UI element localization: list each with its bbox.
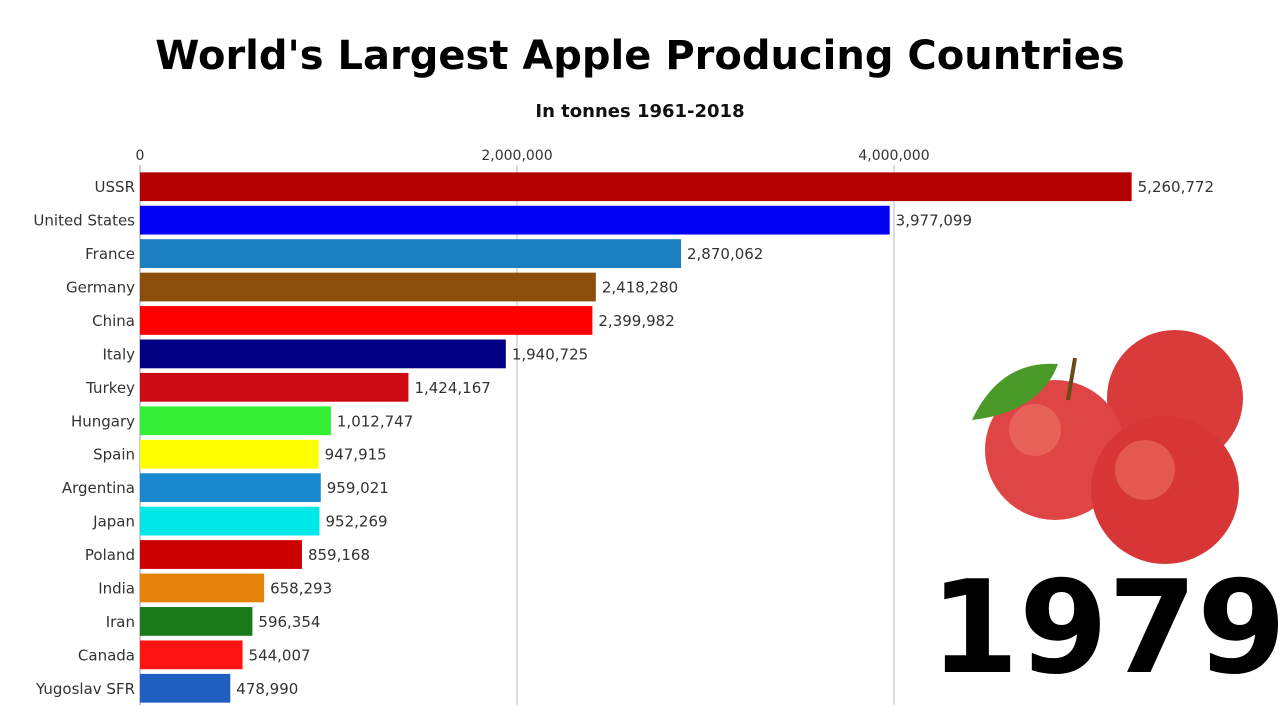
y-tick-label: Germany (66, 279, 135, 297)
bar (140, 306, 593, 335)
bar (140, 640, 243, 670)
x-tick-label: 4,000,000 (858, 148, 929, 164)
y-tick-label: USSR (95, 178, 135, 196)
bar (140, 439, 319, 469)
y-tick-label: Argentina (62, 479, 135, 497)
value-label: 859,168 (308, 546, 370, 564)
y-tick-label: Spain (93, 446, 135, 464)
value-label: 596,354 (258, 613, 320, 631)
x-tick-label: 2,000,000 (481, 148, 552, 164)
y-tick-label: India (98, 579, 135, 597)
y-tick-label: Yugoslav SFR (35, 680, 135, 698)
y-tick-label: China (92, 312, 135, 330)
value-label: 2,418,280 (602, 279, 678, 297)
value-label: 952,269 (326, 513, 388, 531)
bar (140, 372, 409, 402)
y-tick-label: United States (33, 212, 135, 230)
y-tick-label: Turkey (85, 379, 135, 397)
bar (140, 272, 596, 302)
chart-title: World's Largest Apple Producing Countrie… (155, 33, 1124, 79)
value-label: 478,990 (236, 680, 298, 698)
bar (140, 473, 321, 503)
value-label: 959,021 (327, 479, 389, 497)
x-tick-label: 0 (136, 148, 145, 164)
value-label: 2,399,982 (598, 312, 674, 330)
value-label: 1,424,167 (414, 379, 490, 397)
bar (140, 506, 320, 536)
y-tick-label: Poland (85, 546, 135, 564)
y-tick-label: Canada (78, 646, 135, 664)
bar (140, 172, 1132, 202)
bar (140, 205, 890, 235)
year-label: 1979 (930, 554, 1280, 703)
bar (140, 339, 506, 369)
value-label: 3,977,099 (896, 212, 972, 230)
value-label: 5,260,772 (1138, 178, 1214, 196)
y-tick-label: Japan (92, 513, 135, 531)
value-label: 544,007 (249, 646, 311, 664)
value-label: 1,012,747 (337, 412, 413, 430)
bar (140, 573, 265, 603)
y-tick-label: Italy (102, 345, 135, 363)
bar (140, 239, 682, 268)
chart-subtitle: In tonnes 1961-2018 (535, 101, 744, 122)
value-label: 658,293 (270, 579, 332, 597)
value-label: 947,915 (325, 446, 387, 464)
y-tick-label: Iran (106, 613, 135, 631)
bar (140, 540, 302, 569)
y-tick-label: Hungary (71, 412, 135, 430)
value-label: 1,940,725 (512, 345, 588, 363)
bar (140, 607, 253, 636)
value-label: 2,870,062 (687, 245, 763, 263)
bar (140, 406, 331, 436)
apple-illustration (972, 330, 1243, 564)
y-tick-label: France (85, 245, 135, 263)
bar (140, 673, 231, 703)
